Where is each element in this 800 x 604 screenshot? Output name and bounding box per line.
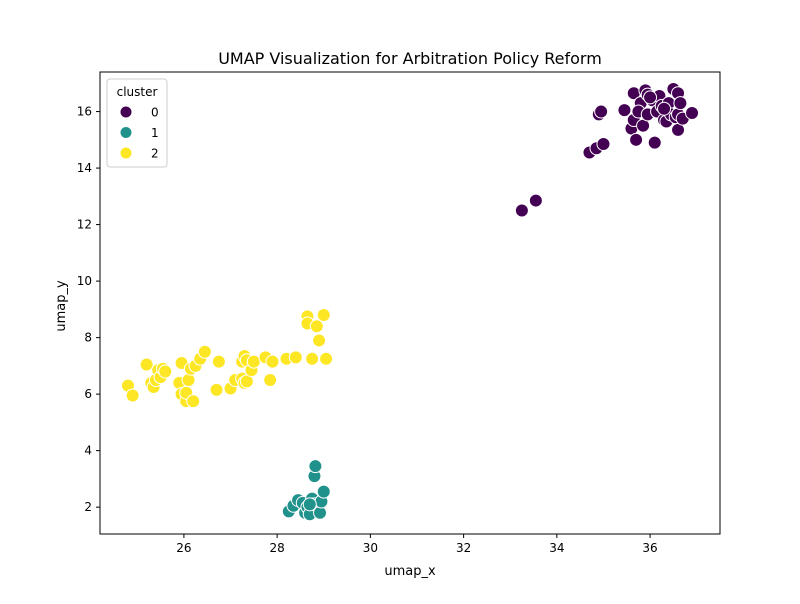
y-tick-label: 6 — [84, 387, 92, 401]
cluster-0-point — [617, 103, 632, 118]
x-tick-label: 26 — [176, 541, 191, 555]
y-tick-label: 10 — [77, 274, 92, 288]
y-tick-label: 4 — [84, 444, 92, 458]
cluster-2-point — [186, 394, 201, 409]
x-tick-label: 30 — [363, 541, 378, 555]
cluster-2-point — [288, 350, 303, 365]
cluster-0-point — [657, 101, 672, 116]
cluster-2-point — [265, 354, 280, 369]
cluster-1-point — [302, 497, 317, 512]
legend-marker-0 — [119, 105, 133, 119]
cluster-1-point — [316, 484, 331, 499]
points-layer — [120, 81, 700, 522]
cluster-2-point — [309, 319, 324, 334]
y-axis-label: umap_y — [54, 280, 69, 332]
legend-box — [106, 78, 168, 168]
cluster-0-point — [673, 96, 688, 111]
cluster-2-point — [312, 333, 327, 348]
cluster-2-point — [209, 382, 224, 397]
legend-title: cluster — [117, 85, 158, 99]
x-tick-label: 28 — [270, 541, 285, 555]
cluster-2-point — [246, 354, 261, 369]
cluster-2-point — [305, 351, 320, 366]
x-tick-label: 32 — [456, 541, 471, 555]
y-tick-label: 8 — [84, 331, 92, 345]
y-tick-label: 14 — [77, 161, 92, 175]
cluster-0-point — [514, 203, 529, 218]
cluster-2-point — [181, 373, 196, 387]
cluster-2-point — [197, 344, 212, 359]
x-tick-label: 34 — [549, 541, 564, 555]
cluster-0-point — [643, 90, 658, 105]
legend: cluster 0 1 2 — [106, 78, 168, 168]
cluster-0-point — [647, 135, 662, 150]
cluster-2-point — [125, 388, 140, 403]
cluster-0-point — [528, 193, 543, 208]
legend-label-0: 0 — [151, 106, 159, 120]
cluster-0-point — [685, 105, 700, 120]
legend-label-1: 1 — [151, 126, 159, 140]
cluster-0-point — [629, 132, 644, 147]
y-tick-label: 12 — [77, 218, 92, 232]
cluster-2-point — [263, 373, 278, 387]
cluster-2-point — [319, 351, 334, 366]
chart-title: UMAP Visualization for Arbitration Polic… — [218, 49, 602, 68]
legend-marker-2 — [119, 146, 133, 160]
y-tick-label: 16 — [77, 105, 92, 119]
cluster-2-point — [316, 308, 331, 323]
legend-label-2: 2 — [151, 147, 159, 161]
legend-marker-1 — [119, 126, 133, 139]
cluster-0-point — [594, 104, 609, 119]
cluster-0-point — [596, 137, 611, 152]
x-axis-label: umap_x — [384, 564, 436, 579]
cluster-2-point — [158, 364, 173, 379]
cluster-2-point — [139, 357, 154, 372]
plot-frame — [99, 71, 721, 535]
y-tick-label: 2 — [84, 500, 92, 514]
x-tick-label: 36 — [642, 541, 657, 555]
cluster-2-point — [211, 354, 226, 369]
cluster-1-point — [308, 459, 323, 474]
